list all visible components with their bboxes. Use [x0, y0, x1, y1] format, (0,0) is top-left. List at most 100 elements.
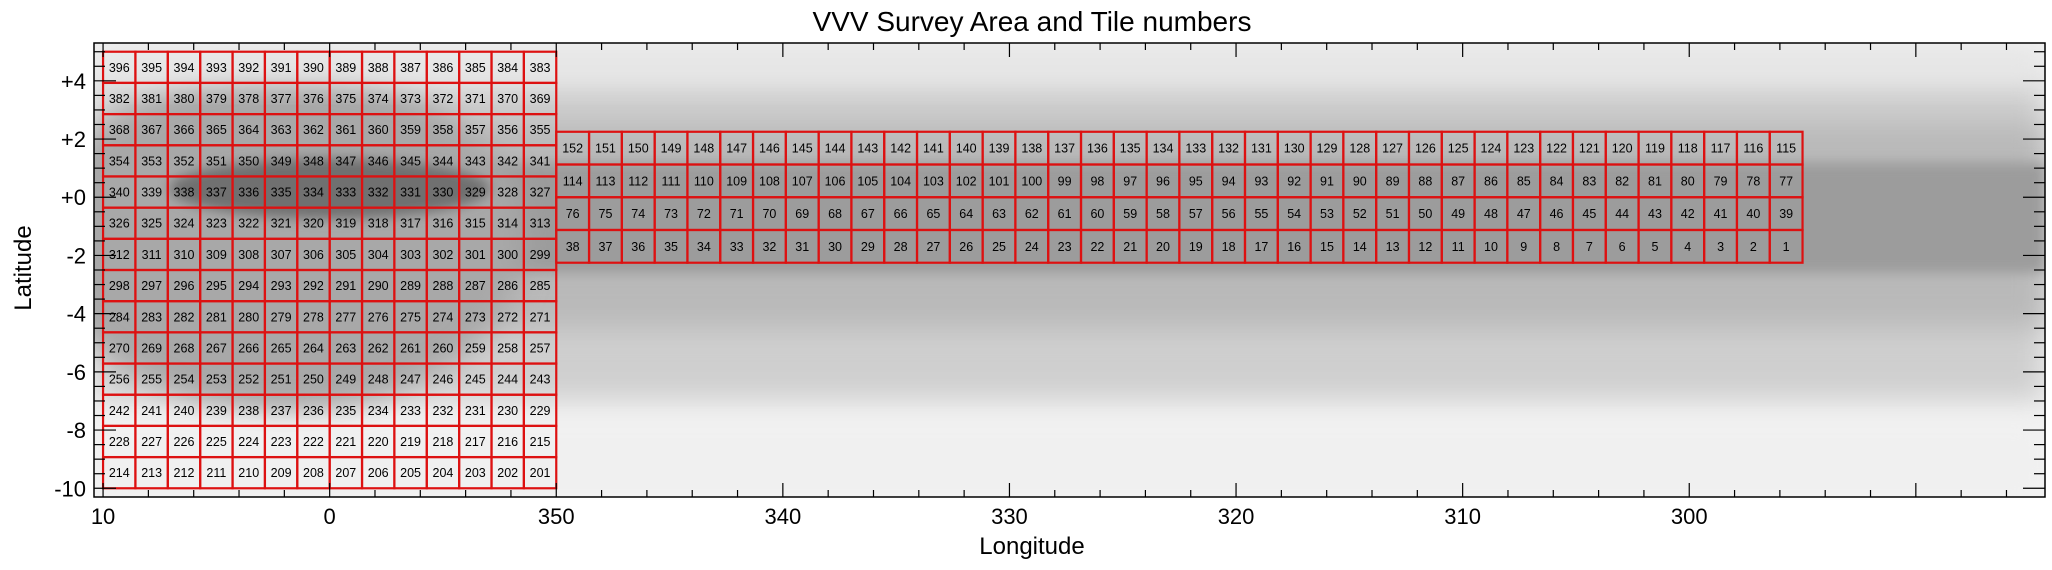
- tile-number: 228: [109, 435, 130, 449]
- tile-number: 34: [697, 240, 711, 254]
- tile-number: 352: [174, 154, 195, 168]
- tile-number: 330: [433, 186, 454, 200]
- tile-number: 225: [206, 435, 227, 449]
- tile-number: 343: [465, 154, 486, 168]
- tile-number: 215: [530, 435, 551, 449]
- tile-number: 301: [465, 248, 486, 262]
- tile-number: 263: [335, 341, 356, 355]
- tile-number: 357: [465, 123, 486, 137]
- tile-number: 287: [465, 279, 486, 293]
- tile-number: 83: [1582, 174, 1596, 188]
- tile-number: 282: [174, 310, 195, 324]
- tile-number: 29: [861, 240, 875, 254]
- tile-number: 129: [1317, 142, 1338, 156]
- tile-number: 340: [109, 186, 130, 200]
- tile-number: 213: [141, 466, 162, 480]
- y-tick-label: +4: [61, 69, 86, 94]
- tile-number: 148: [693, 142, 714, 156]
- tile-number: 386: [433, 61, 454, 75]
- tile-number: 346: [368, 154, 389, 168]
- tile-number: 322: [238, 217, 259, 231]
- tile-number: 238: [238, 404, 259, 418]
- tile-number: 334: [303, 186, 324, 200]
- tile-number: 96: [1156, 174, 1170, 188]
- tile-number: 33: [730, 240, 744, 254]
- tile-number: 316: [433, 217, 454, 231]
- tile-number: 233: [400, 404, 421, 418]
- tile-number: 344: [433, 154, 454, 168]
- tile-number: 379: [206, 92, 227, 106]
- tile-number: 47: [1517, 207, 1531, 221]
- tile-number: 59: [1123, 207, 1137, 221]
- tile-number: 50: [1418, 207, 1432, 221]
- tile-number: 348: [303, 154, 324, 168]
- tile-number: 18: [1222, 240, 1236, 254]
- tile-number: 28: [894, 240, 908, 254]
- y-tick-label: -4: [66, 302, 86, 327]
- tile-number: 371: [465, 92, 486, 106]
- tile-number: 65: [926, 207, 940, 221]
- tile-number: 241: [141, 404, 162, 418]
- tile-number: 273: [465, 310, 486, 324]
- tile-number: 145: [792, 142, 813, 156]
- tile-number: 365: [206, 123, 227, 137]
- tile-number: 6: [1619, 240, 1626, 254]
- tile-number: 124: [1481, 142, 1502, 156]
- tile-number: 312: [109, 248, 130, 262]
- tile-number: 298: [109, 279, 130, 293]
- tile-number: 221: [335, 435, 356, 449]
- tile-number: 259: [465, 341, 486, 355]
- tile-number: 125: [1448, 142, 1469, 156]
- tile-number: 108: [759, 174, 780, 188]
- tile-number: 72: [697, 207, 711, 221]
- tile-number: 317: [400, 217, 421, 231]
- tile-number: 17: [1254, 240, 1268, 254]
- map-bulge: [94, 70, 525, 411]
- tile-number: 380: [174, 92, 195, 106]
- tile-number: 23: [1058, 240, 1072, 254]
- tile-number: 102: [956, 174, 977, 188]
- tile-number: 377: [271, 92, 292, 106]
- tile-number: 355: [530, 123, 551, 137]
- tile-number: 250: [303, 373, 324, 387]
- tile-number: 38: [566, 240, 580, 254]
- tile-number: 364: [238, 123, 259, 137]
- tile-number: 66: [894, 207, 908, 221]
- tile-number: 77: [1779, 174, 1793, 188]
- x-tick-label: 330: [991, 504, 1028, 529]
- tile-number: 123: [1513, 142, 1534, 156]
- tile-number: 267: [206, 341, 227, 355]
- tile-number: 81: [1648, 174, 1662, 188]
- tile-number: 296: [174, 279, 195, 293]
- y-tick-label: -10: [54, 476, 86, 501]
- tile-number: 30: [828, 240, 842, 254]
- tile-number: 321: [271, 217, 292, 231]
- map-low-lat: [94, 430, 2045, 497]
- tile-number: 201: [530, 466, 551, 480]
- tile-number: 107: [792, 174, 813, 188]
- tile-number: 276: [368, 310, 389, 324]
- tile-number: 384: [497, 61, 518, 75]
- y-tick-label: +2: [61, 127, 86, 152]
- tile-number: 136: [1087, 142, 1108, 156]
- tile-number: 5: [1651, 240, 1658, 254]
- tile-number: 105: [857, 174, 878, 188]
- tile-number: 370: [497, 92, 518, 106]
- tile-number: 305: [335, 248, 356, 262]
- tile-number: 103: [923, 174, 944, 188]
- tile-number: 353: [141, 154, 162, 168]
- tile-number: 78: [1746, 174, 1760, 188]
- tile-number: 25: [992, 240, 1006, 254]
- tile-number: 335: [271, 186, 292, 200]
- tile-number: 61: [1058, 207, 1072, 221]
- tile-number: 291: [335, 279, 356, 293]
- tile-number: 239: [206, 404, 227, 418]
- tile-number: 331: [400, 186, 421, 200]
- tile-number: 109: [726, 174, 747, 188]
- tile-number: 354: [109, 154, 130, 168]
- tile-number: 144: [825, 142, 846, 156]
- tile-number: 367: [141, 123, 162, 137]
- tile-number: 395: [141, 61, 162, 75]
- tile-number: 356: [497, 123, 518, 137]
